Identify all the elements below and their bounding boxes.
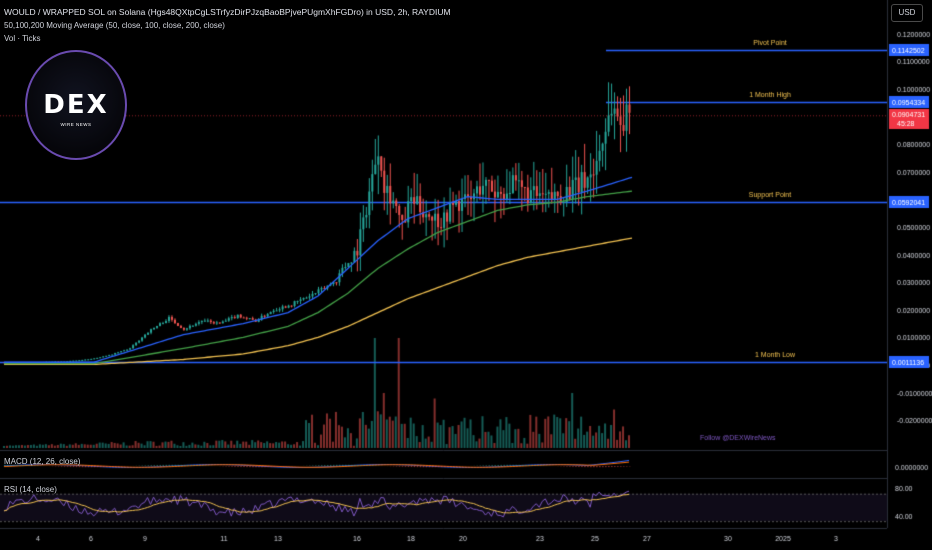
rsi-label[interactable]: RSI (14, close)	[4, 485, 57, 494]
logo-subtext: WIRE NEWS	[60, 122, 92, 127]
volume-legend[interactable]: Vol · Ticks	[4, 34, 41, 43]
chart-title: WOULD / WRAPPED SOL on Solana (Hgs48QXtp…	[4, 7, 451, 17]
dex-wire-news-logo: DEX WIRE NEWS	[25, 50, 127, 160]
currency-button[interactable]: USD	[891, 4, 923, 22]
logo-text: DEX	[43, 90, 109, 120]
ma-legend[interactable]: 50,100,200 Moving Average (50, close, 10…	[4, 21, 225, 30]
macd-label[interactable]: MACD (12, 26, close)	[4, 457, 81, 466]
